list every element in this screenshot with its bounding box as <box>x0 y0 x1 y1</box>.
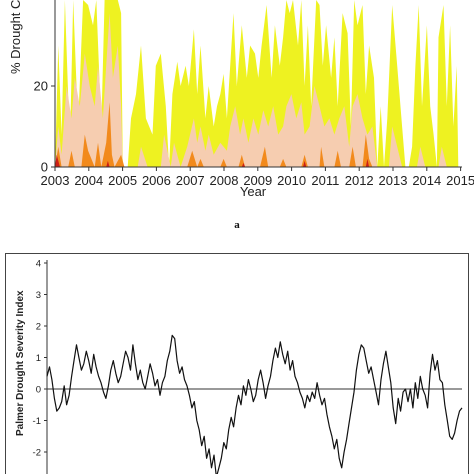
panel-a-x-tick-label: 2013 <box>379 173 408 188</box>
panel-a-y-label: % Drought C <box>8 0 23 74</box>
panel-b-pdsi: 4 3 2 1 0 -1 -2 Palmer Drought Severity Index <box>5 253 469 474</box>
panel-b-y-tick-label: 2 <box>36 322 41 333</box>
panel-a-x-tick-label: 2003 <box>41 173 70 188</box>
pdsi-series-line <box>46 334 463 474</box>
panel-b-y-tick-label: 0 <box>36 385 41 396</box>
panel-a-x-tick-label: 2011 <box>311 173 339 188</box>
panel-a-y-ticks: 20 0 <box>34 79 55 175</box>
panel-a-x-tick-label: 2009 <box>243 173 272 188</box>
panel-a-y-tick-label: 20 <box>34 79 48 94</box>
panel-b-y-label: Palmer Drought Severity Index <box>15 290 26 436</box>
panel-a-drought-coverage: 20 0 2003 2004 2005 2006 2007 2008 2009 2010 2011… <box>8 0 474 199</box>
panel-b-border <box>5 253 469 474</box>
drought-area-peach <box>55 13 459 167</box>
panel-a-x-ticks: 2003 2004 2005 2006 2007 2008 2009 2010 2011 2012… <box>41 167 474 188</box>
panel-a-x-tick-label: 2007 <box>176 173 205 188</box>
panel-a-x-tick-label: 2005 <box>108 173 137 188</box>
panel-b-y-tick-label: -2 <box>33 448 41 459</box>
panel-b-y-tick-label: 1 <box>36 353 41 364</box>
panel-a-x-tick-label: 2014 <box>412 173 441 188</box>
panel-a-x-label: Year <box>240 184 267 199</box>
panel-a-x-tick-label: 2004 <box>74 173 103 188</box>
panel-b-y-tick-label: -1 <box>33 416 41 427</box>
panel-a-x-tick-label: 2008 <box>210 173 239 188</box>
panel-a-y-tick-label: 0 <box>41 160 48 175</box>
drought-area-series <box>55 0 459 167</box>
panel-b-y-ticks: 4 3 2 1 0 -1 -2 <box>33 259 47 459</box>
panel-b-y-tick-label: 4 <box>36 259 41 270</box>
panel-label-a: a <box>234 219 240 231</box>
panel-a-x-tick-label: 2012 <box>345 173 374 188</box>
panel-a-x-tick-label: 2010 <box>277 173 306 188</box>
panel-a-x-tick-label: 2006 <box>142 173 171 188</box>
panel-b-y-tick-label: 3 <box>36 290 41 301</box>
panel-a-x-tick-label: 2015 <box>446 173 474 188</box>
